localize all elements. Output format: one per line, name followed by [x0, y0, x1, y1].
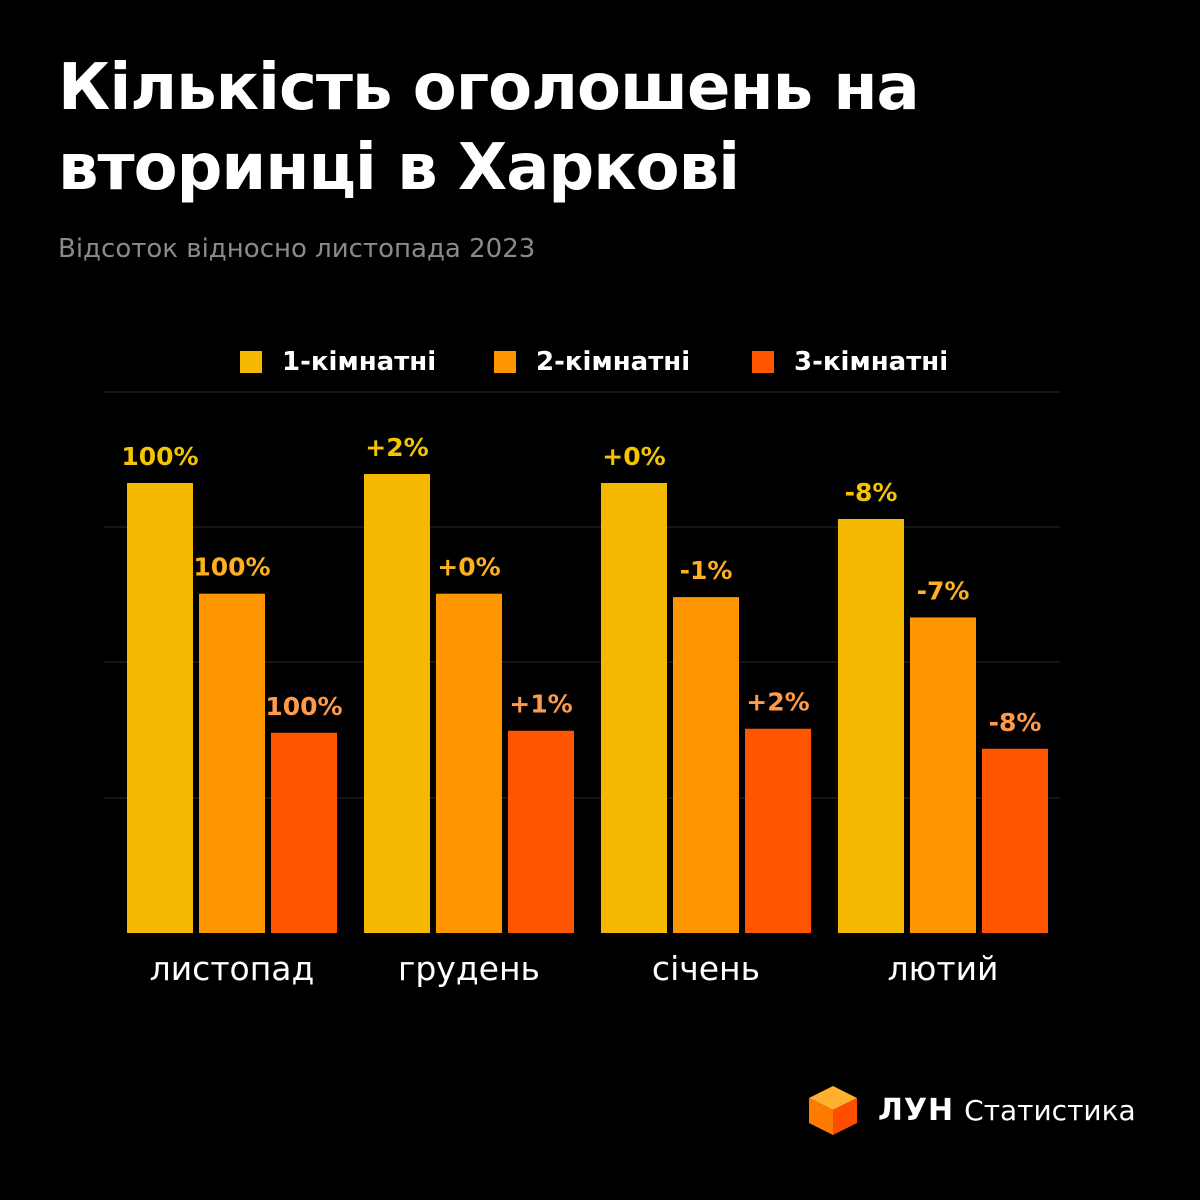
legend-label-2-room: 2-кімнатні [536, 347, 691, 377]
bar [601, 483, 667, 933]
data-label: -8% [845, 478, 898, 507]
data-label: 100% [193, 553, 270, 582]
orange-cube-icon [809, 1086, 857, 1135]
data-label: -1% [680, 556, 733, 585]
legend-item-1-room: 1-кімнатні [240, 340, 436, 384]
bar [436, 593, 502, 933]
chart-legend: 1-кімнатні 2-кімнатні 3-кімнатні [0, 340, 1200, 384]
legend-swatch-3-room [752, 351, 774, 373]
title-line-2: вторинці в Харкові [58, 131, 740, 205]
bar [838, 519, 904, 933]
bar [673, 597, 739, 933]
legend-item-3-room: 3-кімнатні [752, 340, 948, 384]
title-line-1: Кількість оголошень на [58, 51, 920, 125]
legend-swatch-1-room [240, 351, 262, 373]
legend-label-1-room: 1-кімнатні [282, 347, 437, 377]
data-label: +1% [509, 690, 572, 719]
bar [745, 728, 811, 933]
data-label: 100% [265, 692, 342, 721]
data-label: 100% [121, 442, 198, 471]
data-label: +0% [602, 442, 665, 471]
bar [271, 732, 337, 933]
x-tick-label: грудень [398, 949, 540, 988]
bar [127, 483, 193, 933]
data-label: -7% [917, 576, 970, 605]
bar-chart: 100% 100% 100% листопад +2% +0% +1% грудень +0% -… [104, 391, 1060, 988]
bar [982, 748, 1048, 933]
bar [508, 730, 574, 933]
legend-label-3-room: 3-кімнатні [794, 347, 949, 377]
brand-subtitle: Статистика [964, 1093, 1136, 1127]
bar [199, 593, 265, 933]
data-label: +2% [365, 433, 428, 462]
x-tick-label: листопад [150, 949, 315, 988]
data-label: +0% [437, 553, 500, 582]
page-title: Кількість оголошень на вторинці в Харков… [58, 48, 1158, 208]
legend-swatch-2-room [494, 351, 516, 373]
bar [364, 474, 430, 933]
data-label: +2% [746, 688, 809, 717]
x-tick-label: січень [652, 949, 760, 988]
chart-subtitle: Відсоток відносно листопада 2023 [58, 234, 536, 264]
brand: ЛУН Статистика [806, 1080, 1136, 1140]
bar [910, 617, 976, 933]
data-label: -8% [989, 708, 1042, 737]
legend-item-2-room: 2-кімнатні [494, 340, 690, 384]
x-tick-label: лютий [888, 949, 999, 988]
brand-name: ЛУН [878, 1092, 955, 1128]
